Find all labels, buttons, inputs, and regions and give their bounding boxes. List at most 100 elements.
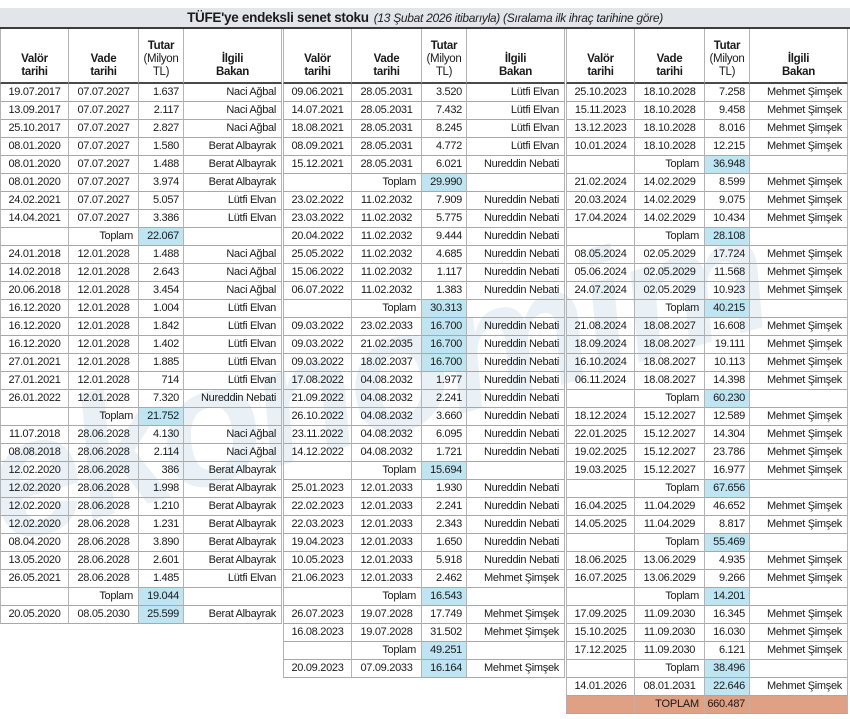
vade-cell: 11.09.2030 (634, 642, 704, 660)
subtotal-label: Toplam (634, 480, 704, 498)
table-row: 23.03.2022 11.02.2032 5.775 Nureddin Nebati (283, 210, 565, 228)
table-row: 24.02.2021 07.07.2027 5.057 Lütfi Elvan (0, 192, 282, 210)
subtotal-label: Toplam (634, 534, 704, 552)
vade-cell: 04.08.2032 (351, 372, 421, 390)
empty-cell (749, 660, 848, 678)
bakan-cell: Mehmet Şimşek (749, 552, 848, 570)
valor-cell: 14.07.2021 (283, 102, 351, 120)
bakan-cell: Mehmet Şimşek (466, 660, 565, 678)
tutar-cell: 1.842 (138, 318, 183, 336)
table-row: 05.06.2024 02.05.2029 11.568 Mehmet Şimşek (566, 264, 848, 282)
subtotal-label: Toplam (634, 156, 704, 174)
tutar-cell: 7.320 (138, 390, 183, 408)
tutar-cell: 4.772 (421, 138, 466, 156)
tutar-cell: 14.398 (704, 372, 749, 390)
valor-cell: 10.01.2024 (566, 138, 634, 156)
empty-cell (183, 588, 282, 606)
vade-cell: 07.09.2033 (351, 660, 421, 678)
bakan-cell: Naci Ağbal (183, 246, 282, 264)
table-row: 13.09.2017 07.07.2027 2.117 Naci Ağbal (0, 102, 282, 120)
valor-cell: 21.02.2024 (566, 174, 634, 192)
valor-cell: 16.04.2025 (566, 498, 634, 516)
subtotal-row: Toplam 19.044 (0, 588, 282, 606)
table-row: 26.01.2022 12.01.2028 7.320 Nureddin Nebati (0, 390, 282, 408)
tutar-cell: 5.775 (421, 210, 466, 228)
valor-cell: 15.11.2023 (566, 102, 634, 120)
tutar-cell: 2.827 (138, 120, 183, 138)
tutar-cell: 7.258 (704, 84, 749, 102)
header-line: Valör (304, 53, 331, 65)
tutar-cell: 1.930 (421, 480, 466, 498)
tutar-cell: 12.589 (704, 408, 749, 426)
table-row: 22.01.2025 15.12.2027 14.304 Mehmet Şimşek (566, 426, 848, 444)
bakan-cell: Nureddin Nebati (466, 156, 565, 174)
valor-cell: 26.10.2022 (283, 408, 351, 426)
vade-cell: 07.07.2027 (68, 210, 138, 228)
bakan-cell: Lütfi Elvan (183, 336, 282, 354)
subtotal-value: 67.656 (704, 480, 749, 498)
bakan-cell: Mehmet Şimşek (749, 192, 848, 210)
subtotal-row: Toplam 15.694 (283, 462, 565, 480)
empty-cell (283, 588, 351, 606)
table-row: 08.09.2021 28.05.2031 4.772 Lütfi Elvan (283, 138, 565, 156)
vade-cell: 07.07.2027 (68, 138, 138, 156)
table-row: 20.09.2023 07.09.2033 16.164 Mehmet Şimşek (283, 660, 565, 678)
table-row: 14.12.2022 04.08.2032 1.721 Nureddin Nebati (283, 444, 565, 462)
bakan-cell: Nureddin Nebati (466, 192, 565, 210)
header-line: (Milyon (426, 53, 462, 65)
header-line: tarihi (587, 66, 614, 78)
valor-cell: 23.03.2022 (283, 210, 351, 228)
vade-cell: 07.07.2027 (68, 174, 138, 192)
empty-cell (466, 174, 565, 192)
subtotal-value: 15.694 (421, 462, 466, 480)
table-row: 08.01.2020 07.07.2027 1.580 Berat Albayrak (0, 138, 282, 156)
empty-cell (566, 534, 634, 552)
page-title: TÜFE'ye endeksli senet stoku (187, 10, 369, 25)
table-row: 22.03.2023 12.01.2033 2.343 Nureddin Nebati (283, 516, 565, 534)
header-line: Vade (373, 53, 400, 65)
table-row: 11.07.2018 28.06.2028 4.130 Naci Ağbal (0, 426, 282, 444)
vade-cell: 19.07.2028 (351, 624, 421, 642)
tutar-cell: 16.700 (421, 354, 466, 372)
vade-cell: 14.02.2029 (634, 174, 704, 192)
bakan-cell: Berat Albayrak (183, 552, 282, 570)
bakan-cell: Mehmet Şimşek (749, 426, 848, 444)
header-line: Tutar (147, 40, 175, 52)
table-row: 14.05.2025 11.04.2029 8.817 Mehmet Şimşek (566, 516, 848, 534)
subtotal-row: Toplam 49.251 (283, 642, 565, 660)
table-row: 26.05.2021 28.06.2028 1.485 Lütfi Elvan (0, 570, 282, 588)
tutar-cell: 1.488 (138, 156, 183, 174)
empty-cell (566, 228, 634, 246)
subtotal-label: Toplam (634, 300, 704, 318)
subtotal-row: Toplam 21.752 (0, 408, 282, 426)
valor-cell: 16.07.2025 (566, 570, 634, 588)
column-header-vade: Vade tarihi (634, 29, 704, 84)
header-line: tarihi (304, 66, 331, 78)
subtotal-label: Toplam (351, 174, 421, 192)
table-row: 19.04.2023 12.01.2033 1.650 Nureddin Nebati (283, 534, 565, 552)
valor-cell: 08.01.2020 (0, 174, 68, 192)
tutar-cell: 8.817 (704, 516, 749, 534)
table-row: 18.09.2024 18.08.2027 19.111 Mehmet Şimşek (566, 336, 848, 354)
table-row: 10.01.2024 18.10.2028 12.215 Mehmet Şimşek (566, 138, 848, 156)
valor-cell: 22.01.2025 (566, 426, 634, 444)
empty-cell (749, 300, 848, 318)
subtotal-row: Toplam 29.990 (283, 174, 565, 192)
vade-cell: 11.04.2029 (634, 516, 704, 534)
bakan-cell: Nureddin Nebati (466, 228, 565, 246)
table-row: 15.11.2023 18.10.2028 9.458 Mehmet Şimşek (566, 102, 848, 120)
header-line: Bakan (215, 66, 250, 78)
valor-cell: 15.10.2025 (566, 624, 634, 642)
bakan-cell: Mehmet Şimşek (749, 264, 848, 282)
vade-cell: 18.08.2027 (634, 318, 704, 336)
vade-cell: 28.05.2031 (351, 156, 421, 174)
subtotal-row: Toplam 67.656 (566, 480, 848, 498)
tutar-cell: 1.998 (138, 480, 183, 498)
empty-cell (183, 408, 282, 426)
bakan-cell: Berat Albayrak (183, 156, 282, 174)
vade-cell: 15.12.2027 (634, 444, 704, 462)
table-row: 21.02.2024 14.02.2029 8.599 Mehmet Şimşek (566, 174, 848, 192)
vade-cell: 07.07.2027 (68, 120, 138, 138)
bakan-cell: Lütfi Elvan (183, 192, 282, 210)
valor-cell: 12.02.2020 (0, 462, 68, 480)
